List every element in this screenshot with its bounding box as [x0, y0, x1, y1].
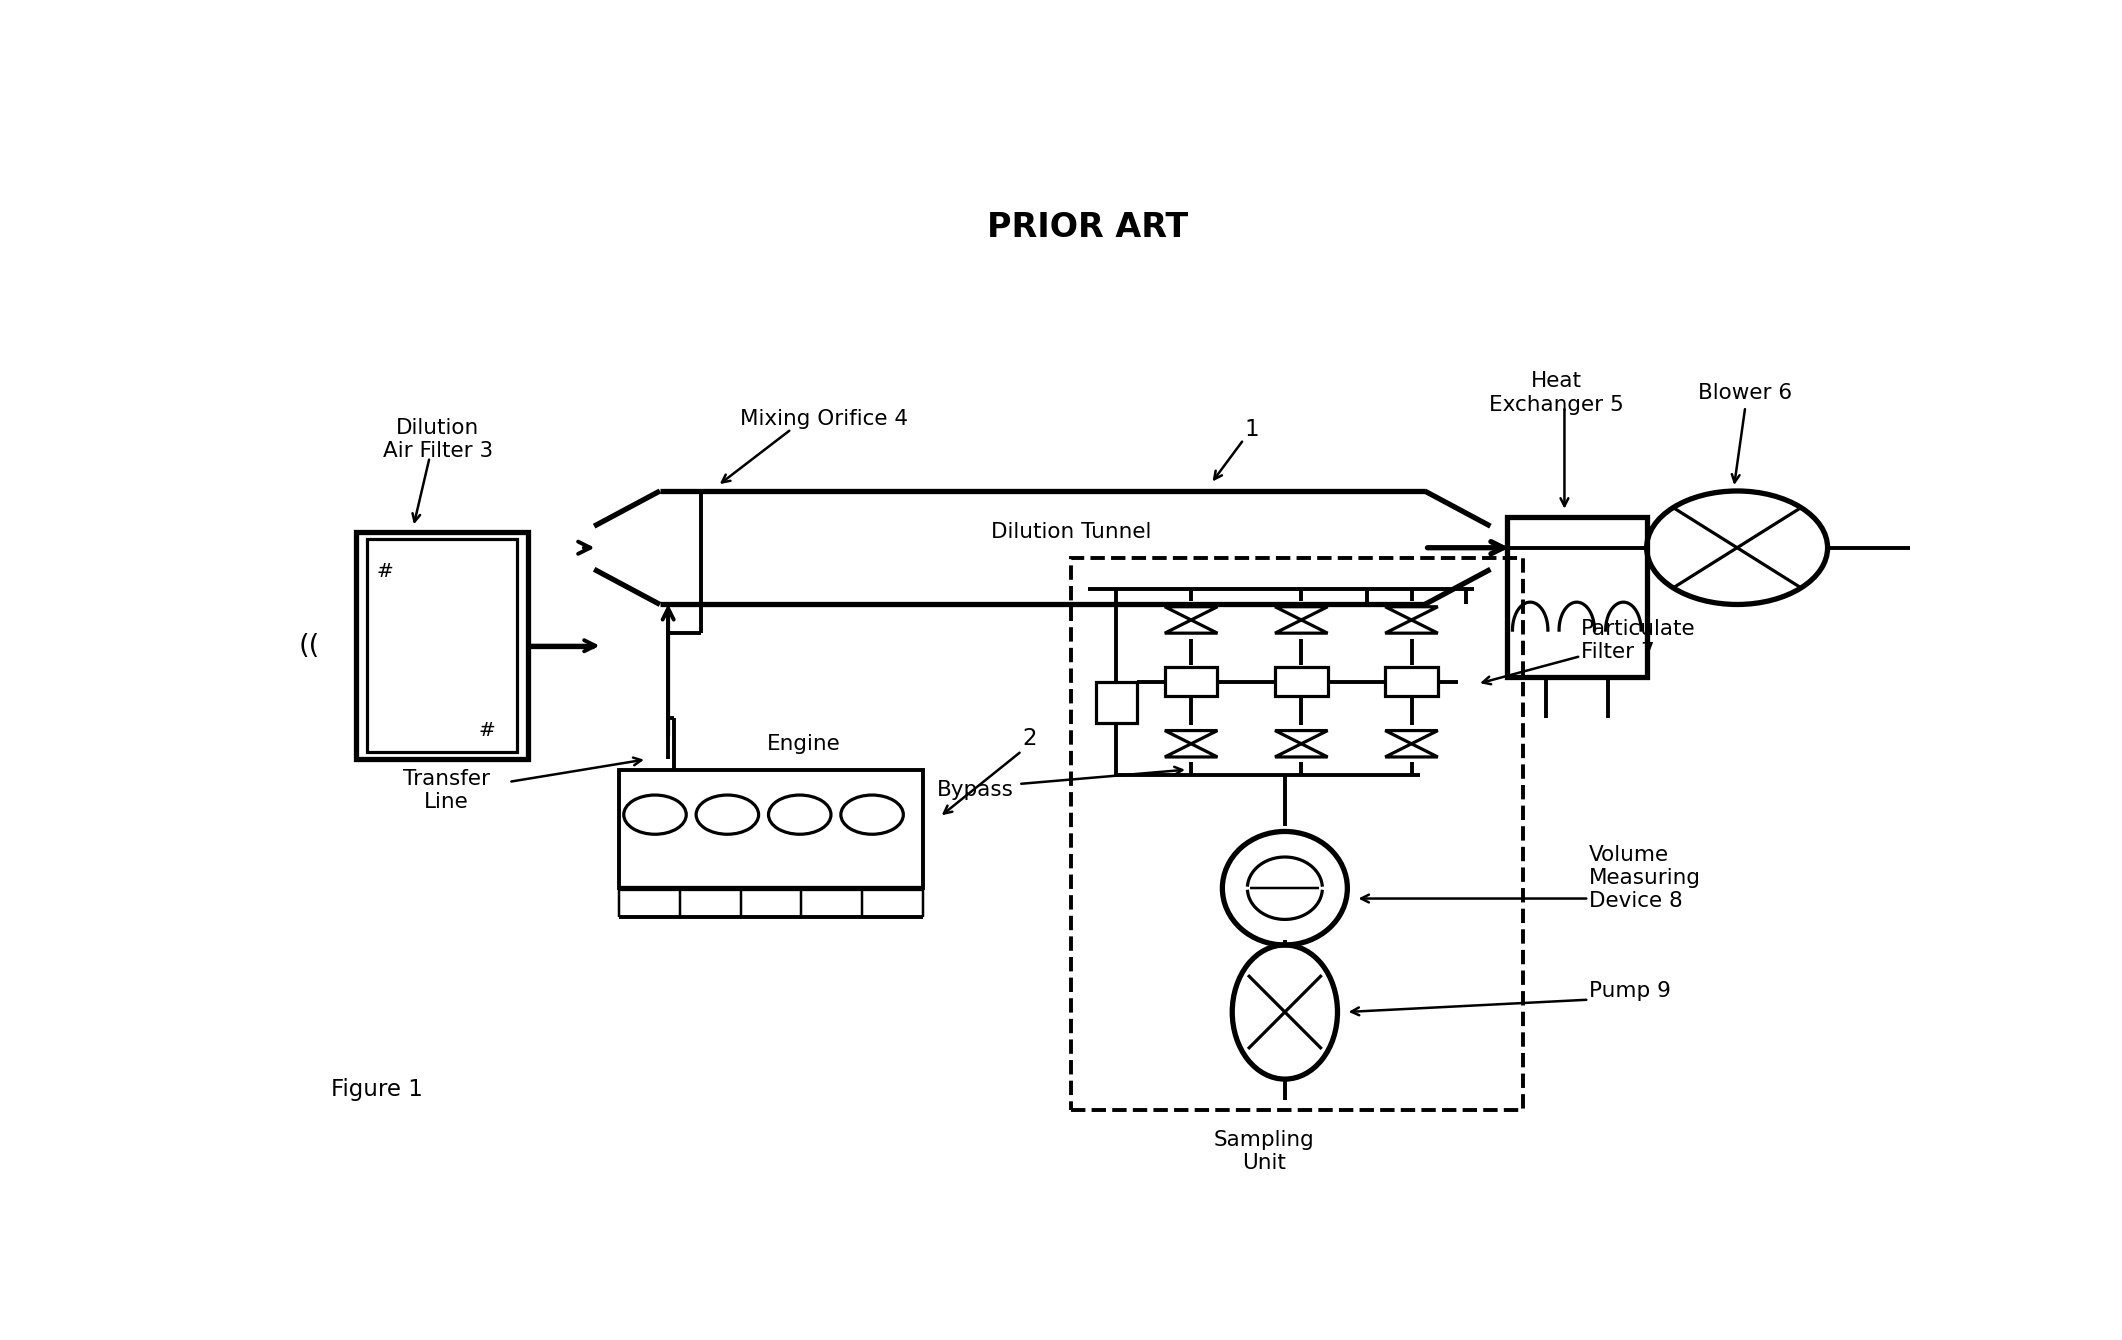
Bar: [1165, 667, 1218, 697]
Text: Particulate
Filter 7: Particulate Filter 7: [1581, 619, 1695, 662]
Text: Pump 9: Pump 9: [1589, 981, 1670, 1001]
Bar: [1072, 557, 1524, 1110]
Text: Figure 1: Figure 1: [331, 1077, 422, 1101]
Bar: [367, 540, 518, 752]
Text: Dilution Tunnel: Dilution Tunnel: [991, 523, 1152, 543]
Bar: [1386, 667, 1439, 697]
Text: Bypass: Bypass: [936, 780, 1014, 800]
Text: Engine: Engine: [766, 734, 840, 754]
Text: Blower 6: Blower 6: [1698, 383, 1793, 403]
Text: PRIOR ART: PRIOR ART: [987, 212, 1188, 244]
Text: Mixing Orifice 4: Mixing Orifice 4: [741, 409, 908, 429]
Text: Volume
Measuring
Device 8: Volume Measuring Device 8: [1589, 844, 1702, 911]
Bar: [1507, 517, 1647, 677]
Text: 2: 2: [1023, 728, 1038, 750]
Text: Heat
Exchanger 5: Heat Exchanger 5: [1490, 371, 1623, 414]
Text: Dilution
Air Filter 3: Dilution Air Filter 3: [382, 418, 492, 461]
Bar: [1275, 667, 1328, 697]
Text: 1: 1: [1246, 418, 1258, 441]
Bar: [356, 532, 528, 760]
Bar: [620, 769, 923, 888]
Text: ((: ((: [299, 632, 320, 659]
Text: #: #: [378, 561, 395, 582]
Text: #: #: [480, 721, 497, 740]
Text: Sampling
Unit: Sampling Unit: [1214, 1130, 1316, 1172]
Text: Transfer
Line: Transfer Line: [403, 769, 490, 812]
Bar: [1095, 682, 1137, 724]
